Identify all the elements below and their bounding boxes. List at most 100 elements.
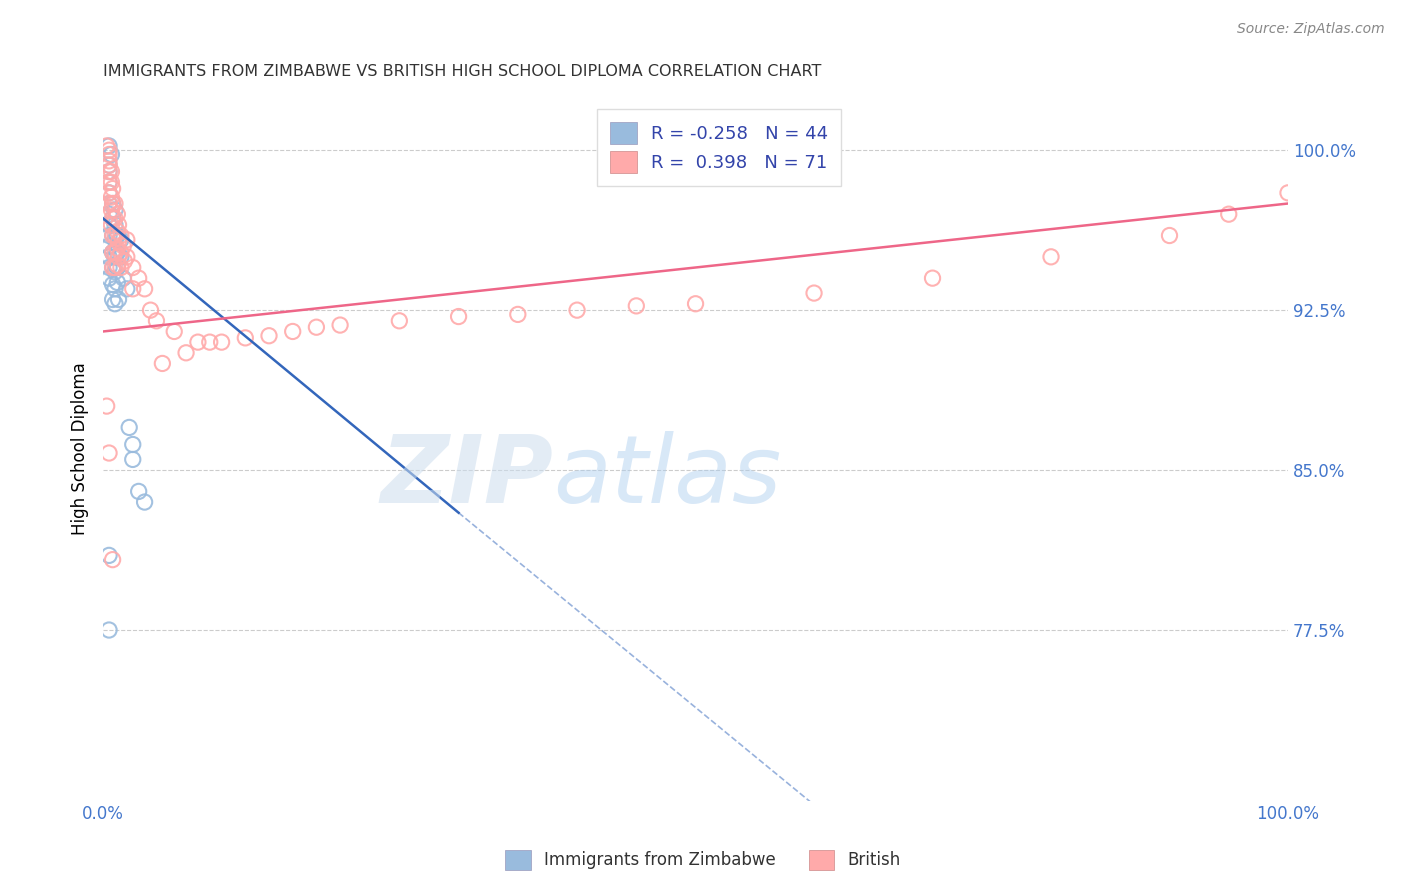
Point xyxy=(101,293,124,307)
Point xyxy=(105,260,128,275)
Point xyxy=(104,297,127,311)
Point xyxy=(257,328,280,343)
Point xyxy=(104,282,127,296)
Point xyxy=(110,260,132,275)
Point xyxy=(112,271,135,285)
Point xyxy=(98,260,121,275)
Point xyxy=(98,239,121,253)
Point xyxy=(388,314,411,328)
Point xyxy=(447,310,470,324)
Point xyxy=(98,196,121,211)
Point xyxy=(100,147,122,161)
Point xyxy=(121,282,143,296)
Point xyxy=(134,495,156,509)
Point xyxy=(101,245,124,260)
Text: ZIP: ZIP xyxy=(381,431,554,523)
Point xyxy=(98,207,121,221)
Point xyxy=(107,250,129,264)
Point xyxy=(101,228,124,243)
Point xyxy=(104,260,127,275)
Point xyxy=(281,325,304,339)
Point xyxy=(98,164,121,178)
Point xyxy=(110,245,132,260)
Point xyxy=(685,297,707,311)
Point xyxy=(107,218,129,232)
Point xyxy=(104,250,127,264)
Point xyxy=(98,175,121,189)
Point xyxy=(174,346,197,360)
Point xyxy=(1159,228,1181,243)
Legend: R = -0.258   N = 44, R =  0.398   N = 71: R = -0.258 N = 44, R = 0.398 N = 71 xyxy=(598,110,841,186)
Point xyxy=(105,228,128,243)
Text: atlas: atlas xyxy=(554,432,782,523)
Point xyxy=(104,196,127,211)
Point xyxy=(98,175,121,189)
Point xyxy=(101,277,124,292)
Legend: Immigrants from Zimbabwe, British: Immigrants from Zimbabwe, British xyxy=(499,843,907,877)
Point xyxy=(105,245,128,260)
Point xyxy=(105,241,128,255)
Point xyxy=(98,196,121,211)
Y-axis label: High School Diploma: High School Diploma xyxy=(72,362,89,535)
Point xyxy=(198,335,221,350)
Point xyxy=(98,143,121,157)
Point xyxy=(98,271,121,285)
Point xyxy=(98,139,121,153)
Point xyxy=(100,202,122,217)
Point xyxy=(115,233,138,247)
Point xyxy=(114,254,136,268)
Point xyxy=(98,158,121,172)
Point xyxy=(104,245,127,260)
Point xyxy=(121,260,143,275)
Point xyxy=(100,164,122,178)
Point xyxy=(98,250,121,264)
Point xyxy=(105,207,128,221)
Point xyxy=(96,139,118,153)
Point xyxy=(98,218,121,232)
Point xyxy=(101,228,124,243)
Point xyxy=(101,245,124,260)
Point xyxy=(105,258,128,272)
Point xyxy=(626,299,648,313)
Point xyxy=(101,260,124,275)
Point xyxy=(100,175,122,189)
Point xyxy=(145,314,167,328)
Point xyxy=(104,233,127,247)
Point xyxy=(139,303,162,318)
Point xyxy=(98,147,121,161)
Point xyxy=(101,552,124,566)
Point xyxy=(150,356,173,370)
Point xyxy=(104,202,127,217)
Point xyxy=(187,335,209,350)
Point xyxy=(101,181,124,195)
Point xyxy=(112,239,135,253)
Point xyxy=(128,271,150,285)
Point xyxy=(329,318,352,332)
Point xyxy=(101,196,124,211)
Point xyxy=(98,228,121,243)
Point xyxy=(101,211,124,226)
Point xyxy=(118,420,141,434)
Point xyxy=(128,484,150,499)
Point xyxy=(98,186,121,200)
Point xyxy=(101,211,124,226)
Text: IMMIGRANTS FROM ZIMBABWE VS BRITISH HIGH SCHOOL DIPLOMA CORRELATION CHART: IMMIGRANTS FROM ZIMBABWE VS BRITISH HIGH… xyxy=(103,64,821,79)
Point xyxy=(121,437,143,451)
Point xyxy=(121,452,143,467)
Point xyxy=(98,446,121,460)
Point xyxy=(305,320,328,334)
Point xyxy=(211,335,233,350)
Point xyxy=(921,271,943,285)
Point xyxy=(104,218,127,232)
Point xyxy=(803,286,825,301)
Point xyxy=(100,218,122,232)
Point xyxy=(115,250,138,264)
Point xyxy=(98,164,121,178)
Point xyxy=(1040,250,1063,264)
Point xyxy=(1218,207,1240,221)
Point xyxy=(98,549,121,563)
Point xyxy=(98,158,121,172)
Point xyxy=(110,250,132,264)
Point xyxy=(98,186,121,200)
Point xyxy=(134,282,156,296)
